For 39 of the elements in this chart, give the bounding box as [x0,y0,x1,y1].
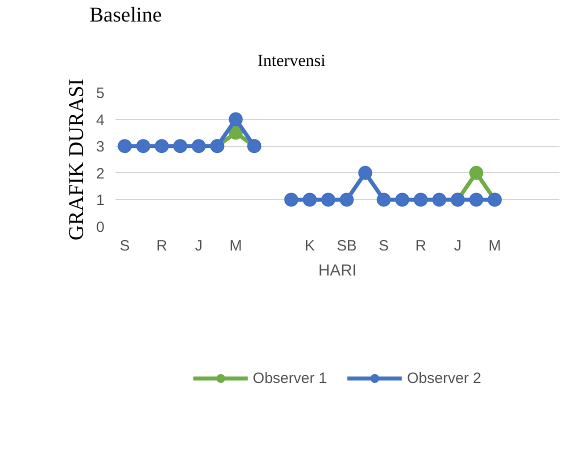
x-tick-label: K [304,238,315,254]
point [469,192,484,207]
point [469,166,484,180]
x-tick-label: J [454,238,462,254]
x-tick-label: J [195,238,202,254]
legend-label: Observer 1 [252,370,327,386]
point [395,192,410,207]
point [228,112,243,126]
legend-label: Observer 2 [407,370,482,386]
point [432,192,446,207]
text: Baseline [90,2,162,26]
y-tick-label: 5 [96,85,104,102]
y-tick-label: 1 [96,192,104,210]
x-tick-label: M [488,238,501,254]
y-tick-label: 0 [96,219,104,236]
y-tick-label: 4 [96,112,104,129]
x-tick-label: R [156,238,168,254]
text: Intervensi [258,51,326,70]
point [154,139,169,154]
x-axis-title: HARI [318,262,357,280]
point [173,139,188,154]
y-tick-label: 3 [96,138,104,156]
x-tick-label: M [230,238,242,254]
point [118,139,132,154]
x-tick-label: S [120,238,130,254]
point [302,192,317,207]
x-tick-label: SB [336,238,357,254]
x-tick-label: R [415,238,426,254]
y-tick-label: 2 [96,165,104,182]
point [358,166,372,180]
point [192,139,206,154]
y-axis-title: GRAFIK DURASI [64,78,88,240]
point [340,192,354,207]
x-tick-label: S [378,238,389,254]
point [376,192,391,207]
point [284,192,298,207]
point [414,192,428,207]
point [321,192,336,207]
point [136,139,150,154]
